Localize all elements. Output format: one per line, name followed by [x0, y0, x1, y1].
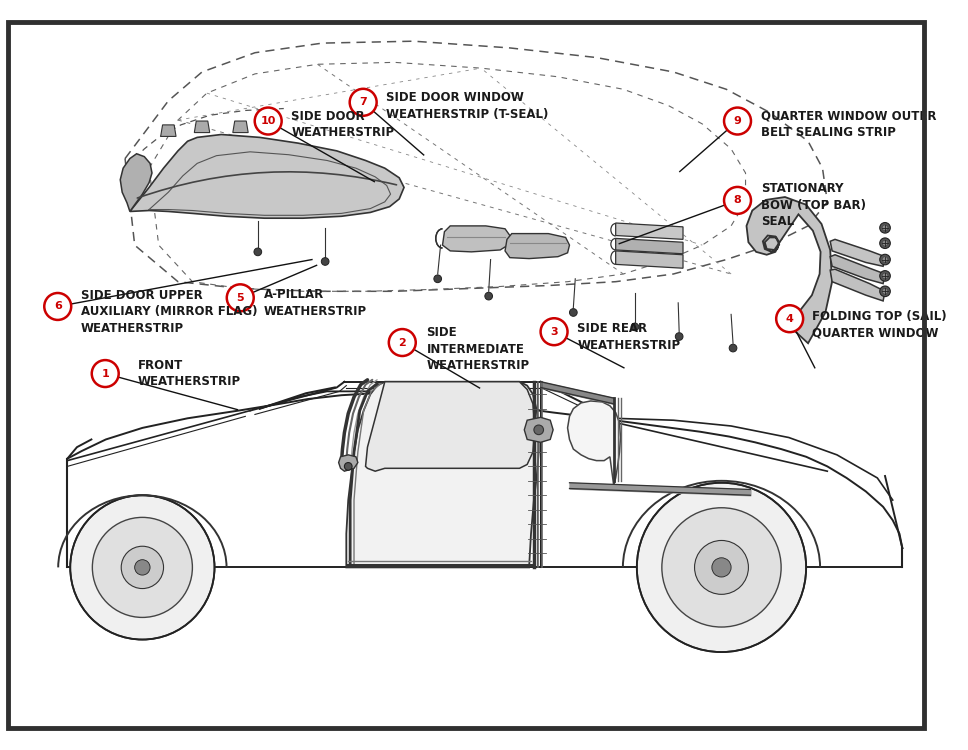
Polygon shape — [232, 121, 248, 133]
Text: SIDE DOOR
WEATHERSTRIP: SIDE DOOR WEATHERSTRIP — [291, 110, 395, 140]
Circle shape — [434, 275, 441, 283]
Text: SIDE DOOR WINDOW
WEATHERSTRIP (T-SEAL): SIDE DOOR WINDOW WEATHERSTRIP (T-SEAL) — [386, 92, 549, 121]
Polygon shape — [616, 251, 683, 268]
Text: SIDE REAR
WEATHERSTRIP: SIDE REAR WEATHERSTRIP — [577, 322, 681, 352]
Circle shape — [569, 308, 577, 316]
Text: QUARTER WINDOW OUTER
BELT SEALING STRIP: QUARTER WINDOW OUTER BELT SEALING STRIP — [761, 110, 936, 140]
Circle shape — [631, 323, 639, 331]
Polygon shape — [442, 226, 510, 252]
Circle shape — [255, 107, 282, 134]
Polygon shape — [161, 125, 176, 136]
Circle shape — [227, 284, 254, 311]
Circle shape — [882, 273, 888, 279]
Polygon shape — [505, 233, 569, 259]
Text: 6: 6 — [54, 302, 62, 311]
Text: 5: 5 — [236, 292, 244, 303]
Circle shape — [92, 518, 193, 617]
Circle shape — [121, 546, 164, 589]
Text: FOLDING TOP (SAIL)
QUARTER WINDOW: FOLDING TOP (SAIL) QUARTER WINDOW — [812, 310, 947, 339]
Circle shape — [882, 225, 888, 231]
Circle shape — [711, 558, 731, 577]
Circle shape — [92, 360, 119, 387]
Polygon shape — [120, 154, 152, 212]
Circle shape — [776, 305, 803, 332]
Circle shape — [882, 289, 888, 294]
Circle shape — [662, 508, 781, 627]
Text: 8: 8 — [734, 196, 741, 206]
Circle shape — [45, 293, 72, 320]
Circle shape — [345, 463, 352, 470]
Circle shape — [637, 483, 806, 652]
Circle shape — [724, 107, 751, 134]
Polygon shape — [831, 269, 885, 301]
Text: STATIONARY
BOW (TOP BAR)
SEAL: STATIONARY BOW (TOP BAR) SEAL — [761, 182, 865, 229]
Polygon shape — [347, 382, 539, 568]
Text: FRONT
WEATHERSTRIP: FRONT WEATHERSTRIP — [137, 358, 241, 388]
Circle shape — [880, 238, 891, 248]
Polygon shape — [195, 121, 210, 133]
Text: 9: 9 — [734, 116, 741, 126]
Circle shape — [880, 286, 891, 296]
Circle shape — [71, 495, 215, 640]
Circle shape — [882, 240, 888, 246]
Text: SIDE
INTERMEDIATE
WEATHERSTRIP: SIDE INTERMEDIATE WEATHERSTRIP — [427, 326, 529, 372]
Circle shape — [695, 541, 748, 594]
Polygon shape — [567, 401, 620, 486]
Polygon shape — [746, 197, 832, 344]
Polygon shape — [616, 223, 683, 239]
Text: 2: 2 — [399, 338, 407, 347]
Text: 3: 3 — [550, 327, 558, 337]
Circle shape — [880, 223, 891, 233]
Polygon shape — [525, 417, 553, 442]
Circle shape — [540, 318, 567, 345]
Polygon shape — [831, 239, 885, 266]
Circle shape — [321, 258, 329, 266]
Circle shape — [676, 333, 683, 340]
Circle shape — [254, 248, 261, 256]
Circle shape — [724, 187, 751, 214]
Polygon shape — [831, 255, 885, 284]
Circle shape — [882, 256, 888, 262]
Polygon shape — [616, 238, 683, 254]
Circle shape — [349, 88, 377, 116]
Text: 10: 10 — [260, 116, 276, 126]
Circle shape — [534, 425, 543, 435]
Text: SIDE DOOR UPPER
AUXILIARY (MIRROR FLAG)
WEATHERSTRIP: SIDE DOOR UPPER AUXILIARY (MIRROR FLAG) … — [81, 289, 257, 334]
Text: 4: 4 — [786, 314, 794, 324]
Polygon shape — [366, 382, 535, 471]
Text: 1: 1 — [102, 368, 109, 379]
Circle shape — [729, 344, 737, 352]
Polygon shape — [130, 134, 404, 218]
Circle shape — [389, 329, 415, 356]
Text: 7: 7 — [359, 98, 367, 107]
Circle shape — [880, 254, 891, 265]
Circle shape — [880, 271, 891, 281]
Text: A-PILLAR
WEATHERSTRIP: A-PILLAR WEATHERSTRIP — [263, 288, 367, 317]
Polygon shape — [339, 454, 358, 471]
Circle shape — [135, 560, 150, 575]
Circle shape — [485, 292, 493, 300]
